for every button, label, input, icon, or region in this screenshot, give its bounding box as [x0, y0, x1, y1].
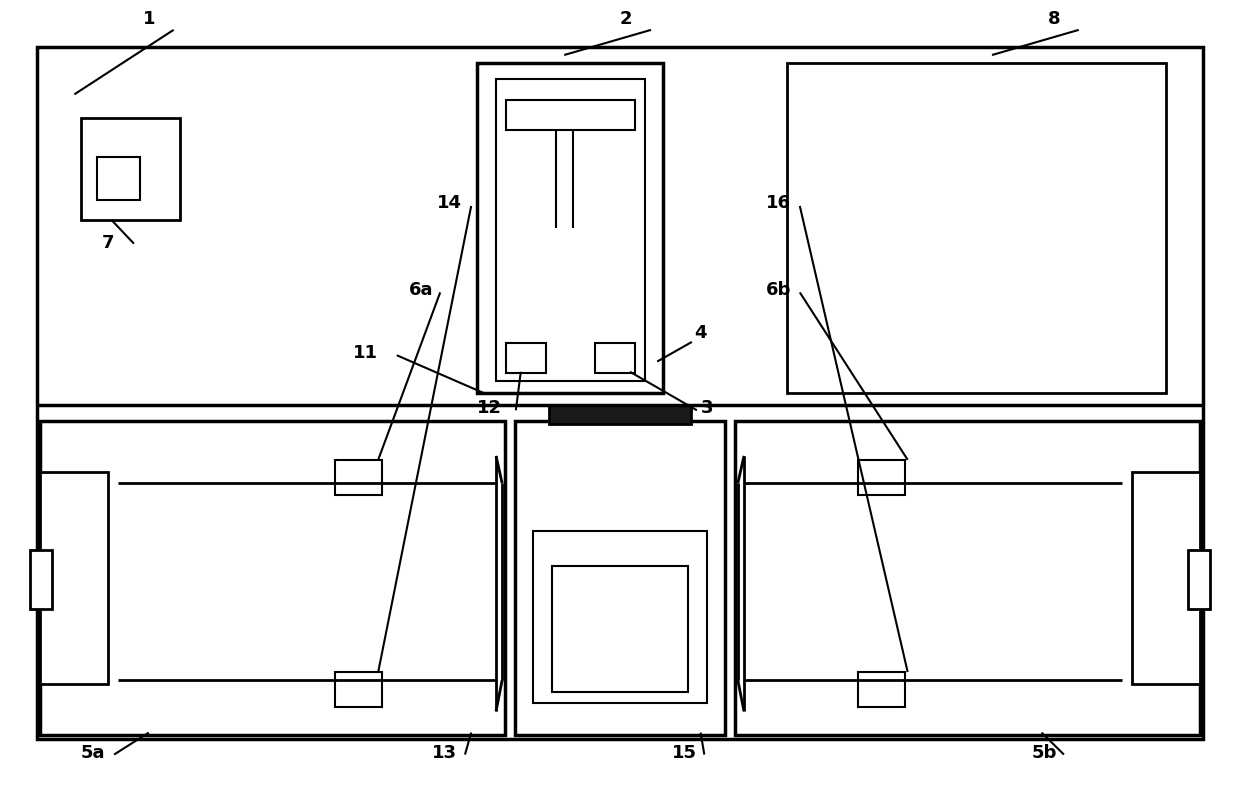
Bar [40, 472, 108, 684]
Bar [858, 460, 905, 495]
Bar [506, 343, 546, 373]
Bar [858, 672, 905, 707]
Text: 3: 3 [701, 399, 713, 417]
Text: 5a: 5a [81, 744, 105, 762]
Bar [40, 421, 505, 735]
Bar [735, 421, 1200, 735]
Bar [81, 118, 180, 220]
Text: 6a: 6a [409, 281, 434, 299]
Text: 4: 4 [694, 324, 707, 342]
Text: 16: 16 [766, 194, 791, 212]
Text: 14: 14 [436, 194, 461, 212]
Text: 7: 7 [102, 233, 114, 252]
Bar [1188, 550, 1210, 609]
Text: 12: 12 [477, 399, 502, 417]
Bar [533, 531, 707, 703]
Bar [335, 460, 382, 495]
Text: 11: 11 [353, 343, 378, 362]
Bar [477, 63, 663, 393]
Bar [30, 550, 52, 609]
Bar [552, 566, 688, 692]
Text: 5b: 5b [1032, 744, 1056, 762]
Bar [37, 47, 1203, 739]
Bar [97, 157, 140, 200]
Bar [496, 79, 645, 381]
Text: 13: 13 [432, 744, 456, 762]
Bar [1132, 472, 1200, 684]
Bar [506, 100, 635, 130]
Text: 2: 2 [620, 9, 632, 28]
Bar [787, 63, 1166, 393]
Bar [335, 672, 382, 707]
Bar [515, 421, 725, 735]
Text: 6b: 6b [766, 281, 791, 299]
Text: 15: 15 [672, 744, 697, 762]
Text: 1: 1 [143, 9, 155, 28]
Bar [595, 343, 635, 373]
Text: 8: 8 [1048, 9, 1060, 28]
Bar [549, 405, 691, 424]
